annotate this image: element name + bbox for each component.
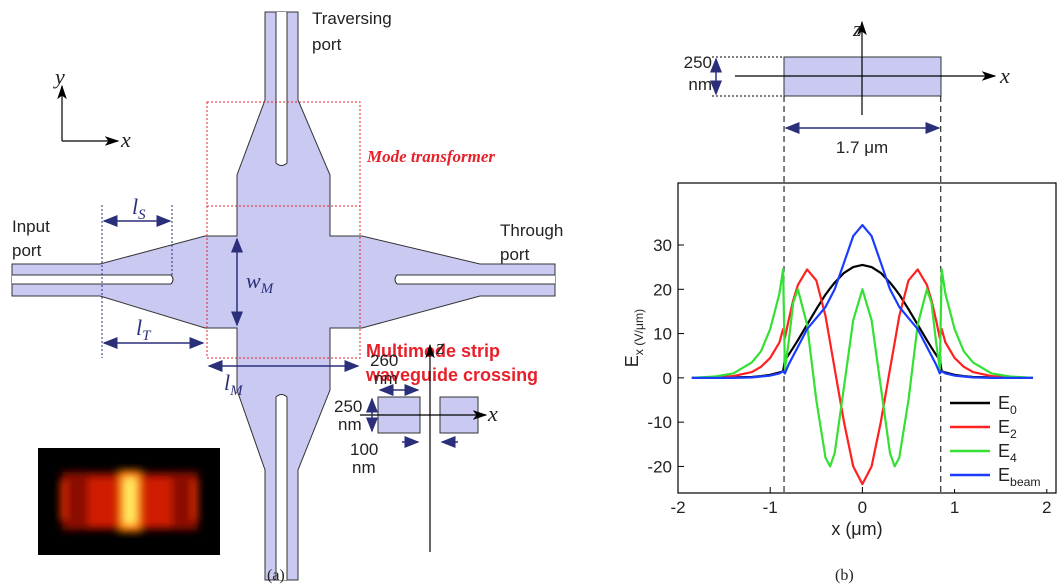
x-tick-label: 0 — [858, 498, 867, 517]
y-tick-label: 0 — [663, 369, 672, 388]
dimension-label: nm — [352, 458, 376, 477]
dimension-label: 100 — [350, 440, 378, 459]
dimension-label: lT — [136, 315, 152, 344]
y-tick-label: -10 — [647, 413, 672, 432]
dimension-label: lS — [132, 194, 146, 223]
series-line — [692, 225, 1033, 378]
dimension-label: 250 — [684, 53, 712, 72]
mode-profile-inset — [38, 448, 220, 555]
port-label: port — [312, 35, 342, 54]
series-line — [692, 265, 1033, 378]
axis-label: x — [487, 401, 498, 426]
port-label: port — [12, 241, 42, 260]
x-tick-label: 1 — [950, 498, 959, 517]
port-label: Through — [500, 221, 563, 240]
axis-label: y — [53, 64, 65, 89]
y-tick-label: 20 — [653, 280, 672, 299]
caption: (b) — [835, 567, 854, 584]
axis-label: z — [435, 334, 445, 359]
y-axis-label: Ex (V/μm) — [622, 309, 646, 367]
x-tick-label: 2 — [1042, 498, 1051, 517]
x-tick-label: -1 — [763, 498, 778, 517]
x-tick-label: -2 — [670, 498, 685, 517]
port-label: Traversing — [312, 9, 392, 28]
x-axis-label: x (μm) — [831, 519, 882, 539]
axis-label: x — [999, 63, 1010, 88]
dimension-label: 1.7 μm — [836, 138, 888, 157]
caption: (a) — [267, 567, 285, 584]
mode-transformer-label: Mode transformer — [366, 147, 495, 166]
axis-label: z — [852, 16, 862, 41]
coordinate-axes — [62, 86, 118, 141]
dimension-label: 250 — [334, 397, 362, 416]
figure: Traversing port Mode transformer Input p… — [0, 0, 1064, 588]
port-label: Input — [12, 217, 50, 236]
axis-label: x — [120, 127, 131, 152]
dimension-label: nm — [338, 415, 362, 434]
port-label: port — [500, 245, 530, 264]
y-tick-label: 10 — [653, 325, 672, 344]
dimension-label: nm — [688, 75, 712, 94]
dimension-label: nm — [374, 369, 398, 388]
dimension-label: 260 — [370, 351, 398, 370]
y-tick-label: 30 — [653, 236, 672, 255]
y-tick-label: -20 — [647, 457, 672, 476]
